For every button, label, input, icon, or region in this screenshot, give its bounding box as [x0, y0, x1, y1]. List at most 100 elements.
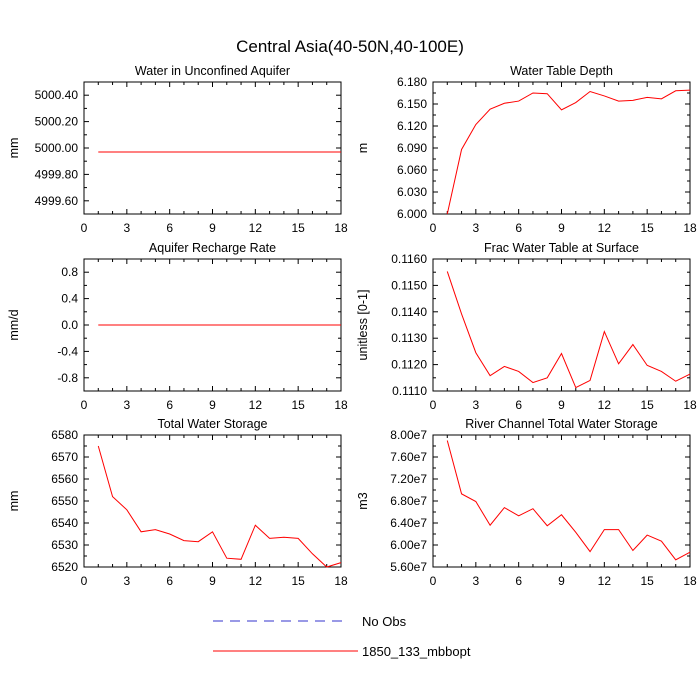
y-tick-label-aquifer-recharge-rate: 0.8	[61, 265, 78, 279]
x-tick-label-total-water-storage: 6	[166, 574, 173, 588]
chart-title-total-water-storage: Total Water Storage	[157, 417, 267, 431]
plot-frame-frac-water-table-at-surface	[432, 258, 691, 392]
series-line-total-water-storage	[97, 445, 342, 568]
x-tick-label-water-table-depth: 12	[598, 221, 612, 235]
x-tick-label-frac-water-table-at-surface: 12	[598, 398, 612, 412]
x-tick-label-aquifer-recharge-rate: 3	[123, 398, 130, 412]
x-tick-label-frac-water-table-at-surface: 3	[472, 398, 479, 412]
y-axis-label-frac-water-table-at-surface: unitless [0-1]	[356, 290, 370, 361]
x-tick-label-aquifer-recharge-rate: 15	[291, 398, 305, 412]
figure-title: Central Asia(40-50N,40-100E)	[236, 37, 464, 56]
x-tick-label-aquifer-recharge-rate: 12	[249, 398, 263, 412]
y-tick-label-frac-water-table-at-surface: 0.1120	[391, 358, 427, 372]
y-tick-label-water-table-depth: 6.000	[397, 207, 427, 221]
x-tick-label-water-in-unconfined-aquifer: 18	[334, 221, 348, 235]
y-tick-label-river-channel-total-water-storage: 5.60e7	[390, 560, 427, 574]
x-tick-label-frac-water-table-at-surface: 6	[515, 398, 522, 412]
panels: Water in Unconfined Aquifer mm 0 3 6 9 12 15 18 4…	[7, 64, 697, 588]
y-tick-label-total-water-storage: 6520	[51, 560, 78, 574]
y-tick-label-total-water-storage: 6560	[51, 472, 78, 486]
x-tick-label-aquifer-recharge-rate: 9	[209, 398, 216, 412]
x-tick-label-frac-water-table-at-surface: 15	[640, 398, 654, 412]
x-tick-label-river-channel-total-water-storage: 6	[515, 574, 522, 588]
y-tick-label-total-water-storage: 6580	[51, 428, 78, 442]
x-tick-label-frac-water-table-at-surface: 0	[430, 398, 437, 412]
y-tick-label-water-in-unconfined-aquifer: 5000.40	[35, 88, 79, 102]
y-tick-label-total-water-storage: 6550	[51, 494, 78, 508]
x-tick-label-river-channel-total-water-storage: 15	[640, 574, 654, 588]
series-line-water-table-depth	[446, 89, 691, 215]
x-tick-label-river-channel-total-water-storage: 18	[683, 574, 697, 588]
panel-total-water-storage: Total Water Storage mm 0 3 6 9 12 15 18 6520 6530 6…	[7, 417, 348, 588]
x-tick-label-river-channel-total-water-storage: 0	[430, 574, 437, 588]
chart-title-water-table-depth: Water Table Depth	[510, 64, 613, 78]
x-tick-label-water-in-unconfined-aquifer: 12	[249, 221, 263, 235]
x-tick-label-water-in-unconfined-aquifer: 15	[291, 221, 305, 235]
y-tick-label-river-channel-total-water-storage: 8.00e7	[390, 428, 427, 442]
y-tick-label-frac-water-table-at-surface: 0.1110	[392, 384, 427, 398]
y-tick-label-water-table-depth: 6.090	[397, 141, 427, 155]
x-tick-label-total-water-storage: 18	[334, 574, 348, 588]
x-tick-label-river-channel-total-water-storage: 9	[558, 574, 565, 588]
x-tick-label-aquifer-recharge-rate: 0	[81, 398, 88, 412]
x-tick-label-frac-water-table-at-surface: 18	[683, 398, 697, 412]
y-tick-label-water-table-depth: 6.150	[397, 97, 427, 111]
x-tick-label-river-channel-total-water-storage: 12	[598, 574, 612, 588]
x-tick-label-total-water-storage: 15	[291, 574, 305, 588]
x-tick-label-total-water-storage: 12	[249, 574, 263, 588]
plot-frame-water-in-unconfined-aquifer	[83, 81, 342, 215]
x-tick-label-total-water-storage: 3	[123, 574, 130, 588]
x-tick-label-frac-water-table-at-surface: 9	[558, 398, 565, 412]
x-tick-label-total-water-storage: 0	[81, 574, 88, 588]
y-tick-label-water-table-depth: 6.060	[397, 163, 427, 177]
x-tick-label-water-table-depth: 0	[430, 221, 437, 235]
panel-water-in-unconfined-aquifer: Water in Unconfined Aquifer mm 0 3 6 9 12 15 18 4…	[7, 64, 348, 235]
y-axis-label-river-channel-total-water-storage: m3	[356, 492, 370, 509]
y-tick-label-aquifer-recharge-rate: -0.4	[57, 344, 78, 358]
x-tick-label-water-table-depth: 15	[640, 221, 654, 235]
y-tick-label-total-water-storage: 6540	[51, 516, 78, 530]
y-tick-label-frac-water-table-at-surface: 0.1140	[391, 305, 427, 319]
series-line-frac-water-table-at-surface	[446, 271, 691, 389]
plot-frame-river-channel-total-water-storage	[432, 434, 691, 568]
y-tick-label-river-channel-total-water-storage: 7.60e7	[390, 450, 427, 464]
panel-water-table-depth: Water Table Depth m 0 3 6 9 12 15 18 6.000 6.030 6.…	[356, 64, 697, 235]
y-tick-label-water-table-depth: 6.180	[397, 75, 427, 89]
y-tick-label-total-water-storage: 6530	[51, 538, 78, 552]
y-tick-label-aquifer-recharge-rate: 0.0	[61, 318, 78, 332]
y-tick-label-water-in-unconfined-aquifer: 5000.20	[35, 115, 79, 129]
y-tick-label-frac-water-table-at-surface: 0.1130	[391, 331, 427, 345]
x-tick-label-water-table-depth: 9	[558, 221, 565, 235]
x-tick-label-aquifer-recharge-rate: 18	[334, 398, 348, 412]
x-tick-label-water-in-unconfined-aquifer: 9	[209, 221, 216, 235]
y-tick-label-water-table-depth: 6.120	[397, 119, 427, 133]
y-axis-label-aquifer-recharge-rate: mm/d	[7, 309, 21, 340]
y-tick-label-water-in-unconfined-aquifer: 4999.80	[35, 167, 79, 181]
legend-no-obs-label: No Obs	[362, 614, 407, 629]
plot-frame-water-table-depth	[432, 81, 691, 215]
chart-title-river-channel-total-water-storage: River Channel Total Water Storage	[465, 417, 658, 431]
x-tick-label-water-table-depth: 3	[472, 221, 479, 235]
x-tick-label-water-in-unconfined-aquifer: 0	[81, 221, 88, 235]
y-tick-label-water-in-unconfined-aquifer: 4999.60	[35, 194, 79, 208]
y-tick-label-water-in-unconfined-aquifer: 5000.00	[35, 141, 79, 155]
chart-title-aquifer-recharge-rate: Aquifer Recharge Rate	[149, 241, 276, 255]
y-tick-label-frac-water-table-at-surface: 0.1150	[391, 278, 427, 292]
x-tick-label-water-in-unconfined-aquifer: 6	[166, 221, 173, 235]
legend-series-label: 1850_133_mbbopt	[362, 644, 471, 659]
chart-title-frac-water-table-at-surface: Frac Water Table at Surface	[484, 241, 639, 255]
plot-frame-total-water-storage	[83, 434, 342, 568]
panel-frac-water-table-at-surface: Frac Water Table at Surface unitless [0-1…	[356, 241, 697, 412]
panel-river-channel-total-water-storage: River Channel Total Water Storage m3 0 3 6 9 1…	[356, 417, 697, 588]
y-tick-label-river-channel-total-water-storage: 6.00e7	[390, 538, 427, 552]
x-tick-label-water-in-unconfined-aquifer: 3	[123, 221, 130, 235]
x-tick-label-water-table-depth: 6	[515, 221, 522, 235]
series-line-river-channel-total-water-storage	[446, 440, 691, 561]
x-tick-label-total-water-storage: 9	[209, 574, 216, 588]
chart-title-water-in-unconfined-aquifer: Water in Unconfined Aquifer	[135, 64, 290, 78]
x-tick-label-water-table-depth: 18	[683, 221, 697, 235]
y-axis-label-water-table-depth: m	[356, 143, 370, 153]
y-tick-label-river-channel-total-water-storage: 7.20e7	[390, 472, 427, 486]
y-tick-label-total-water-storage: 6570	[51, 450, 78, 464]
